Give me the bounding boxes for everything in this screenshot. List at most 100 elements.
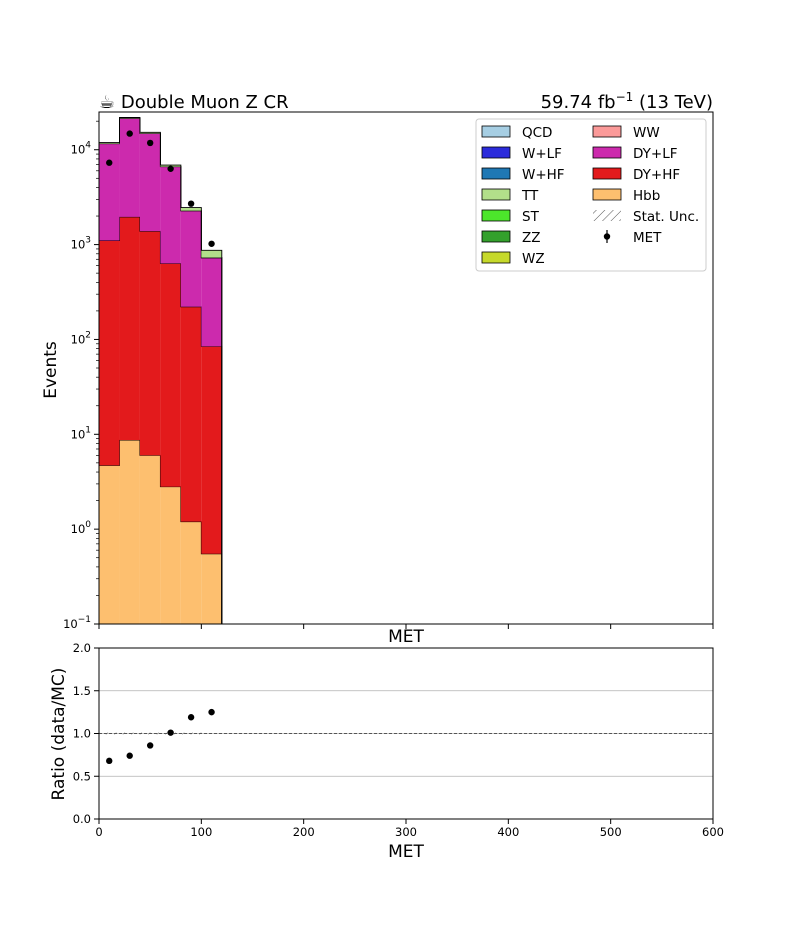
legend-swatch — [481, 188, 511, 201]
legend-label: WZ — [522, 251, 545, 267]
legend-label: ST — [522, 209, 540, 225]
legend-label: W+HF — [522, 167, 565, 183]
main-x-axis-label: MET — [388, 627, 424, 647]
legend-item-wz: WZ — [481, 251, 545, 267]
ratio-point-4 — [187, 714, 195, 721]
legend-item-zz: ZZ — [481, 230, 541, 246]
bar-dy-lf-1 — [119, 118, 140, 217]
legend-swatch — [592, 146, 622, 159]
legend-item-st: ST — [481, 209, 540, 225]
main-ytick-label-1: 100 — [71, 520, 92, 536]
ratio-xtick-label-0: 0 — [95, 825, 102, 839]
ratio-point-5 — [208, 708, 215, 716]
data-point-3 — [167, 165, 174, 172]
bar-hbb-2 — [139, 455, 161, 624]
bar-dy-hf-4 — [180, 306, 202, 522]
legend-label: WW — [633, 125, 660, 141]
bar-dy-lf-3 — [160, 166, 181, 264]
ratio-xtick-label-5: 500 — [600, 825, 622, 839]
bar-dy-lf-2 — [139, 133, 161, 232]
energy-label: (13 TeV) — [633, 92, 713, 113]
ratio-ytick-label-4: 2.0 — [73, 641, 91, 655]
legend-swatch — [592, 125, 622, 138]
ratio-point-3 — [167, 729, 174, 736]
legend-swatch — [481, 251, 511, 264]
data-point-2 — [146, 139, 154, 147]
legend-label: Stat. Unc. — [633, 209, 699, 225]
legend-label: Hbb — [633, 188, 660, 204]
lumi-label: 59.74 fb−1 (13 TeV) — [541, 90, 713, 113]
data-point-5 — [208, 240, 215, 247]
legend-swatch — [481, 146, 511, 159]
main-y-ticks: 10−1 100 101 102 103 104 — [63, 120, 99, 631]
bar-tt-2 — [139, 132, 161, 134]
bar-dy-hf-1 — [119, 216, 140, 441]
legend-swatch — [481, 125, 511, 138]
chart-title: ☕ Double Muon Z CR — [99, 92, 289, 113]
bar-dy-hf-2 — [139, 231, 161, 456]
ratio-ytick-label-3: 1.5 — [73, 684, 91, 698]
legend-label: QCD — [522, 125, 552, 141]
legend-item-qcd: QCD — [481, 125, 552, 141]
bar-dy-lf-4 — [180, 210, 202, 307]
legend-label: W+LF — [522, 146, 562, 162]
ratio-point-0 — [106, 757, 113, 765]
legend-label: DY+HF — [633, 167, 680, 183]
legend-swatch — [481, 167, 511, 180]
stack-bars — [99, 117, 223, 624]
main-ytick-label-3: 102 — [71, 330, 91, 346]
ratio-y-axis-label: Ratio (data/MC) — [49, 668, 69, 801]
bar-tt-4 — [180, 207, 202, 211]
legend-swatch — [481, 230, 511, 243]
lumi-exponent: −1 — [616, 90, 634, 104]
ratio-stat-unc-band — [99, 732, 202, 735]
main-ytick-label-4: 103 — [71, 236, 91, 252]
ratio-x-ticks: 0 100 200 300 400 500 600 — [95, 819, 724, 839]
ratio-point-2 — [146, 742, 154, 749]
ratio-xtick-label-4: 400 — [497, 825, 519, 839]
lumi-value: 59.74 fb — [541, 92, 616, 113]
legend-item-dy-lf: DY+LF — [592, 146, 678, 162]
legend-item-hbb: Hbb — [592, 188, 660, 204]
legend-label: TT — [521, 188, 539, 204]
legend-item-ww: WW — [592, 125, 660, 141]
bar-hbb-0 — [99, 465, 120, 624]
data-point-4 — [187, 200, 195, 207]
main-x-ticks — [98, 624, 714, 629]
bar-hbb-5 — [201, 553, 222, 624]
legend-swatch — [592, 167, 622, 180]
legend-swatch — [592, 188, 622, 201]
bar-hbb-1 — [119, 440, 140, 624]
main-ytick-label-2: 101 — [71, 425, 91, 441]
ratio-grid — [99, 690, 713, 777]
ratio-x-axis-label: MET — [388, 842, 424, 862]
legend-item-met: MET — [603, 230, 662, 246]
ratio-ytick-label-2: 1.0 — [73, 727, 91, 741]
legend-item-w-lf: W+LF — [481, 146, 562, 162]
ratio-point-1 — [126, 752, 133, 759]
ratio-ytick-label-1: 0.5 — [73, 769, 91, 783]
data-points — [106, 130, 215, 247]
legend-item-w-hf: W+HF — [481, 167, 565, 183]
outline-tt — [99, 117, 223, 624]
legend-label: DY+LF — [633, 146, 678, 162]
legend-label: ZZ — [522, 230, 541, 246]
ratio-xtick-label-3: 300 — [395, 825, 417, 839]
legend-item-stat-unc-: Stat. Unc. — [593, 209, 699, 225]
main-ytick-label-0: 10−1 — [63, 615, 91, 631]
data-point-0 — [106, 159, 113, 166]
main-ytick-label-5: 104 — [71, 141, 92, 157]
bar-dy-lf-5 — [201, 257, 222, 347]
ratio-xtick-label-1: 100 — [190, 825, 212, 839]
legend-marker — [603, 233, 611, 240]
ratio-points — [106, 708, 215, 765]
legend-item-tt: TT — [481, 188, 539, 204]
bar-hbb-3 — [160, 486, 181, 624]
data-point-1 — [126, 130, 133, 137]
legend-box — [475, 118, 707, 272]
bar-tt-0 — [99, 142, 120, 144]
bar-hbb-4 — [180, 521, 202, 624]
bar-dy-hf-3 — [160, 263, 181, 487]
legend: QCD W+LF W+HF TT ST ZZ WZ WW DY+LF DY+HF Hbb Stat. … — [475, 118, 707, 272]
